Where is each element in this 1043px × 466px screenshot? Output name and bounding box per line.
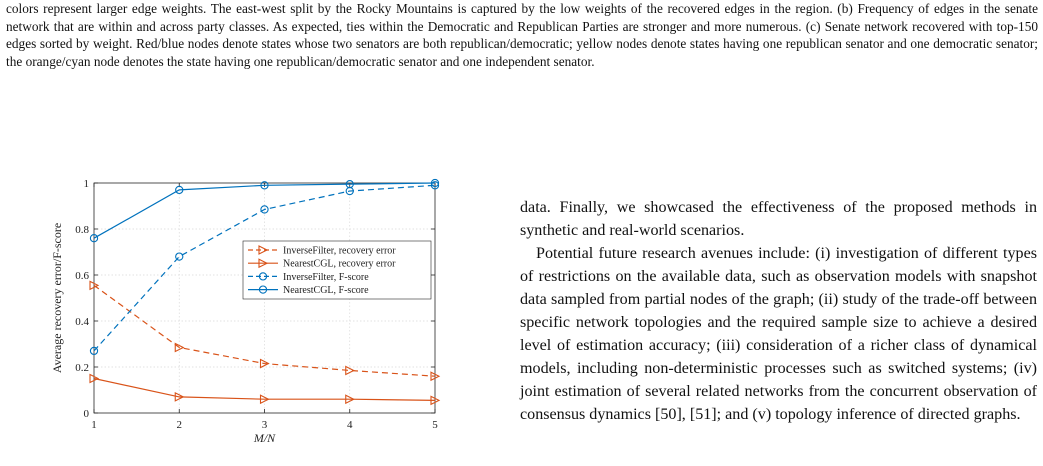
data-point-series-3 [260,181,269,190]
y-tick-label: 0 [84,408,90,420]
series-line-0 [93,284,436,377]
legend-marker [258,258,269,269]
legend-marker [258,245,269,255]
data-point-series-3 [345,179,354,189]
body-text-column: data. Finally, we showcased the effectiv… [520,196,1037,426]
data-point-series-1 [345,394,355,405]
x-tick-label: 4 [347,419,353,431]
data-point-series-2 [430,181,440,190]
x-tick-label: 2 [177,419,183,431]
data-point-series-0 [259,358,270,369]
y-axis-label: Average recovery error/F-score [50,223,64,373]
legend-entry-label: NearestCGL, recovery error [283,259,396,270]
data-point-series-0 [89,280,100,291]
data-point-series-1 [174,392,185,402]
legend-marker [258,285,268,294]
series-line-3 [93,182,436,239]
x-tick-label: 1 [91,419,97,431]
y-tick-label: 1 [84,178,90,190]
data-point-series-0 [345,365,355,376]
chart-svg: 1 2 3 4 5 0 0.2 0.4 0.6 0.8 1 M/N Average recovery e… [50,178,441,445]
series-line-1 [93,377,436,401]
x-axis-label: M/N [253,431,276,445]
x-tick-label: 5 [432,419,438,431]
data-point-series-0 [174,342,185,353]
data-point-series-3 [89,234,99,243]
y-tick-label: 0.4 [75,316,89,328]
legend-entry-label: InverseFilter, F-score [283,272,369,283]
y-tick-label: 0.8 [75,224,89,236]
figure-caption: colors represent larger edge weights. Th… [6,0,1038,70]
line-chart: 1 2 3 4 5 0 0.2 0.4 0.6 0.8 1 M/N Average recovery e… [50,168,480,466]
y-tick-label: 0.6 [75,270,89,282]
legend-entry-label: NearestCGL, F-score [283,285,369,296]
data-point-series-3 [175,185,184,195]
body-paragraph-1: data. Finally, we showcased the effectiv… [520,199,1037,239]
data-point-series-1 [430,395,441,406]
series-line-2 [93,184,436,352]
data-point-series-2 [260,205,269,214]
data-point-series-2 [175,252,184,261]
data-point-series-1 [259,394,270,405]
data-point-series-3 [430,178,440,188]
legend-marker [258,272,268,281]
y-tick-label: 0.2 [75,362,89,374]
caption-text: colors represent larger edge weights. Th… [6,1,1038,69]
body-paragraph-2: Potential future research avenues includ… [520,245,1037,423]
legend-entry-label: InverseFilter, recovery error [283,246,396,257]
data-point-series-2 [89,346,99,356]
x-tick-label: 3 [262,419,268,431]
data-point-series-1 [89,373,100,384]
data-point-series-0 [430,371,441,382]
